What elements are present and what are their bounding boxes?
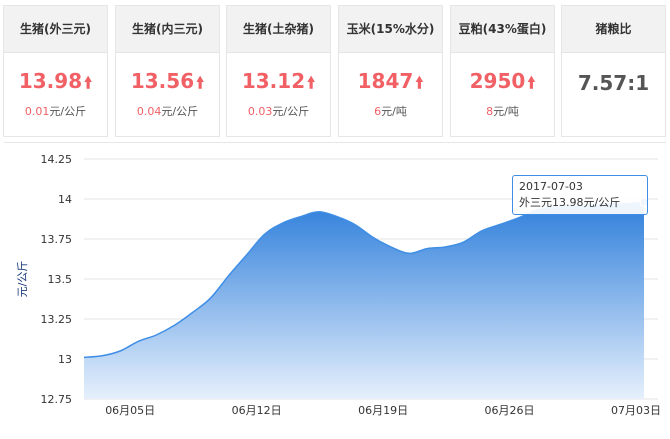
- tile-price-value: 7.57:1: [577, 71, 650, 95]
- price-chart: 14.25 14 13.75 13.5 13.25 13 12.75 06月05日 06月12…: [4, 142, 666, 436]
- tile-tuzazhu[interactable]: 生猪(土杂猪) 13.12 🠙 0.03元/公斤: [227, 6, 330, 136]
- tile-price: 13.98 🠙: [4, 69, 107, 99]
- tile-change: 6元/吨: [339, 103, 442, 119]
- tile-price: 2950 🠙: [451, 69, 554, 99]
- tile-price: 13.12 🠙: [227, 69, 330, 99]
- y-tick-label: 13.5: [48, 273, 73, 286]
- tile-price-value: 13.56: [130, 69, 195, 93]
- tile-change-unit: 元/吨: [493, 105, 519, 118]
- tile-title: 玉米(15%水分): [339, 6, 442, 53]
- x-tick-label: 06月19日: [358, 404, 408, 417]
- up-arrow-icon: 🠙: [307, 73, 316, 92]
- tile-change-unit: 元/吨: [381, 105, 407, 118]
- tile-change-unit: 元/公斤: [49, 105, 87, 118]
- tile-waisanyuan[interactable]: 生猪(外三元) 13.98 🠙 0.01元/公斤: [4, 6, 107, 136]
- tile-change-value: 8: [486, 105, 494, 118]
- tile-soybean-meal[interactable]: 豆粕(43%蛋白) 2950 🠙 8元/吨: [451, 6, 554, 136]
- tile-change-unit: 元/公斤: [272, 105, 310, 118]
- y-tick-label: 14.25: [41, 153, 73, 166]
- up-arrow-icon: 🠙: [527, 73, 536, 92]
- y-tick-label: 13.25: [41, 313, 73, 326]
- y-tick-label: 14: [58, 193, 72, 206]
- tile-neisanyuan[interactable]: 生猪(内三元) 13.56 🠙 0.04元/公斤: [116, 6, 219, 136]
- tile-change-unit: 元/公斤: [161, 105, 199, 118]
- x-tick-label: 06月26日: [485, 404, 535, 417]
- tile-change: 0.01元/公斤: [4, 103, 107, 119]
- y-tick-label: 12.75: [41, 393, 73, 406]
- y-axis-ticks: 14.25 14 13.75 13.5 13.25 13 12.75: [41, 153, 73, 406]
- tile-title: 生猪(外三元): [4, 6, 107, 53]
- tile-change: 0.04元/公斤: [116, 103, 219, 119]
- tile-change-value: 6: [374, 105, 382, 118]
- tile-price-value: 1847: [357, 69, 414, 93]
- tooltip-date: 2017-07-03: [519, 180, 583, 193]
- tile-price-value: 2950: [469, 69, 526, 93]
- y-tick-label: 13: [58, 353, 72, 366]
- y-tick-label: 13.75: [41, 233, 73, 246]
- tile-title: 猪粮比: [562, 6, 665, 53]
- x-axis-ticks: 06月05日 06月12日 06月19日 06月26日 07月03日: [105, 404, 661, 417]
- tile-price-value: 13.12: [241, 69, 306, 93]
- tile-change: 0.03元/公斤: [227, 103, 330, 119]
- tile-change-value: 0.03: [247, 105, 273, 118]
- tile-change: 8元/吨: [451, 103, 554, 119]
- tile-change-value: 0.01: [24, 105, 50, 118]
- area-chart: 14.25 14 13.75 13.5 13.25 13 12.75 06月05日 06月12…: [16, 153, 661, 417]
- x-tick-label: 06月12日: [232, 404, 282, 417]
- x-tick-label: 06月05日: [105, 404, 155, 417]
- tile-title: 生猪(内三元): [116, 6, 219, 53]
- area-fill: [84, 202, 644, 399]
- tile-price: 13.56 🠙: [116, 69, 219, 99]
- tile-price: 1847 🠙: [339, 69, 442, 99]
- tile-title: 豆粕(43%蛋白): [451, 6, 554, 53]
- price-tiles: 生猪(外三元) 13.98 🠙 0.01元/公斤 生猪(内三元) 13.56 🠙 0…: [4, 6, 666, 138]
- y-axis-label: 元/公斤: [16, 261, 29, 298]
- tile-price-value: 13.98: [18, 69, 83, 93]
- up-arrow-icon: 🠙: [84, 73, 93, 92]
- tile-change-value: 0.04: [136, 105, 162, 118]
- tile-corn[interactable]: 玉米(15%水分) 1847 🠙 6元/吨: [339, 6, 442, 136]
- tile-title: 生猪(土杂猪): [227, 6, 330, 53]
- up-arrow-icon: 🠙: [196, 73, 205, 92]
- tile-pig-grain-ratio[interactable]: 猪粮比 7.57:1: [562, 6, 665, 136]
- x-tick-label: 07月03日: [611, 404, 661, 417]
- up-arrow-icon: 🠙: [415, 73, 424, 92]
- tooltip: 2017-07-03 外三元13.98元/公斤: [512, 175, 648, 215]
- tooltip-text: 外三元13.98元/公斤: [519, 196, 621, 209]
